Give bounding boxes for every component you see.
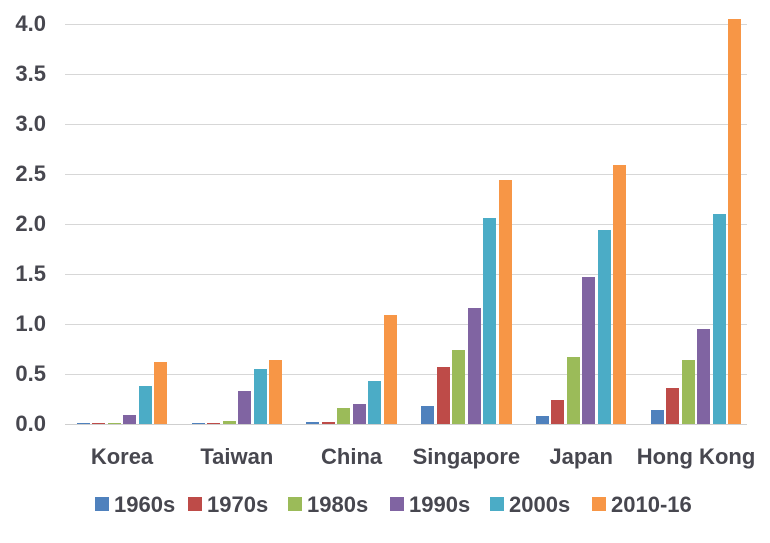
- legend-swatch-1960s: [95, 497, 109, 511]
- legend-swatch-1980s: [288, 497, 302, 511]
- x-axis-category-label: Japan: [549, 444, 613, 469]
- legend-swatch-1970s: [188, 497, 202, 511]
- bar-2010-16-japan: [613, 165, 627, 424]
- bar-1970s-korea: [92, 423, 106, 424]
- gridline-1.5: [65, 274, 747, 275]
- x-axis-category-label: China: [321, 444, 383, 469]
- gridline-4.0: [65, 24, 747, 25]
- bar-1990s-hong-kong: [697, 329, 711, 424]
- bar-1960s-singapore: [421, 406, 435, 424]
- bar-2010-16-hong-kong: [728, 19, 742, 424]
- bar-1960s-korea: [76, 423, 90, 424]
- bar-1980s-japan: [566, 357, 580, 424]
- bar-2000s-china: [368, 381, 382, 424]
- bar-2010-16-singapore: [498, 180, 512, 424]
- legend-label-1960s: 1960s: [114, 492, 176, 517]
- legend-label-2000s: 2000s: [509, 492, 571, 517]
- bar-1970s-hong-kong: [666, 388, 680, 424]
- x-axis-category-label: Korea: [90, 444, 154, 469]
- legend-label-1990s: 1990s: [409, 492, 471, 517]
- bar-1960s-taiwan: [191, 423, 205, 424]
- bar-2000s-hong-kong: [712, 214, 726, 424]
- x-axis-category-label: Singapore: [412, 444, 521, 469]
- y-axis-tick-label: 0.0: [15, 411, 46, 436]
- gridline-2.5: [65, 174, 747, 175]
- gridline-2.0: [65, 224, 747, 225]
- legend-swatch-2010-16: [592, 497, 606, 511]
- bar-2010-16-taiwan: [269, 360, 283, 424]
- bar-2000s-singapore: [483, 218, 497, 424]
- gridline-0.0: [65, 424, 747, 425]
- bar-1980s-hong-kong: [681, 360, 695, 424]
- y-axis-tick-label: 3.0: [15, 111, 46, 136]
- y-axis-tick-label: 3.5: [15, 61, 46, 86]
- bar-1960s-hong-kong: [650, 410, 664, 424]
- gridline-3.5: [65, 74, 747, 75]
- bar-1970s-japan: [551, 400, 565, 424]
- legend-label-1970s: 1970s: [207, 492, 269, 517]
- bar-1990s-japan: [582, 277, 596, 424]
- x-axis-category-label: Hong Kong: [636, 444, 756, 469]
- legend-swatch-2000s: [490, 497, 504, 511]
- gridline-3.0: [65, 124, 747, 125]
- bar-1970s-china: [321, 422, 335, 424]
- x-axis-category-label: Taiwan: [200, 444, 274, 469]
- bar-1970s-taiwan: [207, 423, 221, 424]
- bar-1990s-china: [352, 404, 366, 424]
- bar-1980s-korea: [107, 423, 121, 424]
- bar-1970s-singapore: [436, 367, 450, 424]
- bar-2000s-korea: [138, 386, 152, 424]
- gridline-0.5: [65, 374, 747, 375]
- y-axis-tick-label: 0.5: [15, 361, 46, 386]
- legend-swatch-1990s: [390, 497, 404, 511]
- bar-1990s-singapore: [467, 308, 481, 424]
- y-axis-tick-label: 2.0: [15, 211, 46, 236]
- bar-1980s-china: [337, 408, 351, 424]
- bar-2010-16-china: [383, 315, 397, 424]
- gridline-1.0: [65, 324, 747, 325]
- bar-1990s-korea: [123, 415, 137, 424]
- y-axis-tick-label: 2.5: [15, 161, 46, 186]
- legend-label-1980s: 1980s: [307, 492, 369, 517]
- bar-1980s-singapore: [452, 350, 466, 424]
- y-axis-tick-label: 1.0: [15, 311, 46, 336]
- bar-1960s-japan: [535, 416, 549, 424]
- bar-1990s-taiwan: [238, 391, 252, 424]
- y-axis-tick-label: 4.0: [15, 11, 46, 36]
- bar-2000s-taiwan: [253, 369, 267, 424]
- legend-label-2010-16: 2010-16: [611, 492, 692, 517]
- bar-2010-16-korea: [154, 362, 168, 424]
- y-axis-tick-label: 1.5: [15, 261, 46, 286]
- bar-2000s-japan: [597, 230, 611, 424]
- bar-1960s-china: [306, 422, 320, 424]
- bar-1980s-taiwan: [222, 421, 236, 424]
